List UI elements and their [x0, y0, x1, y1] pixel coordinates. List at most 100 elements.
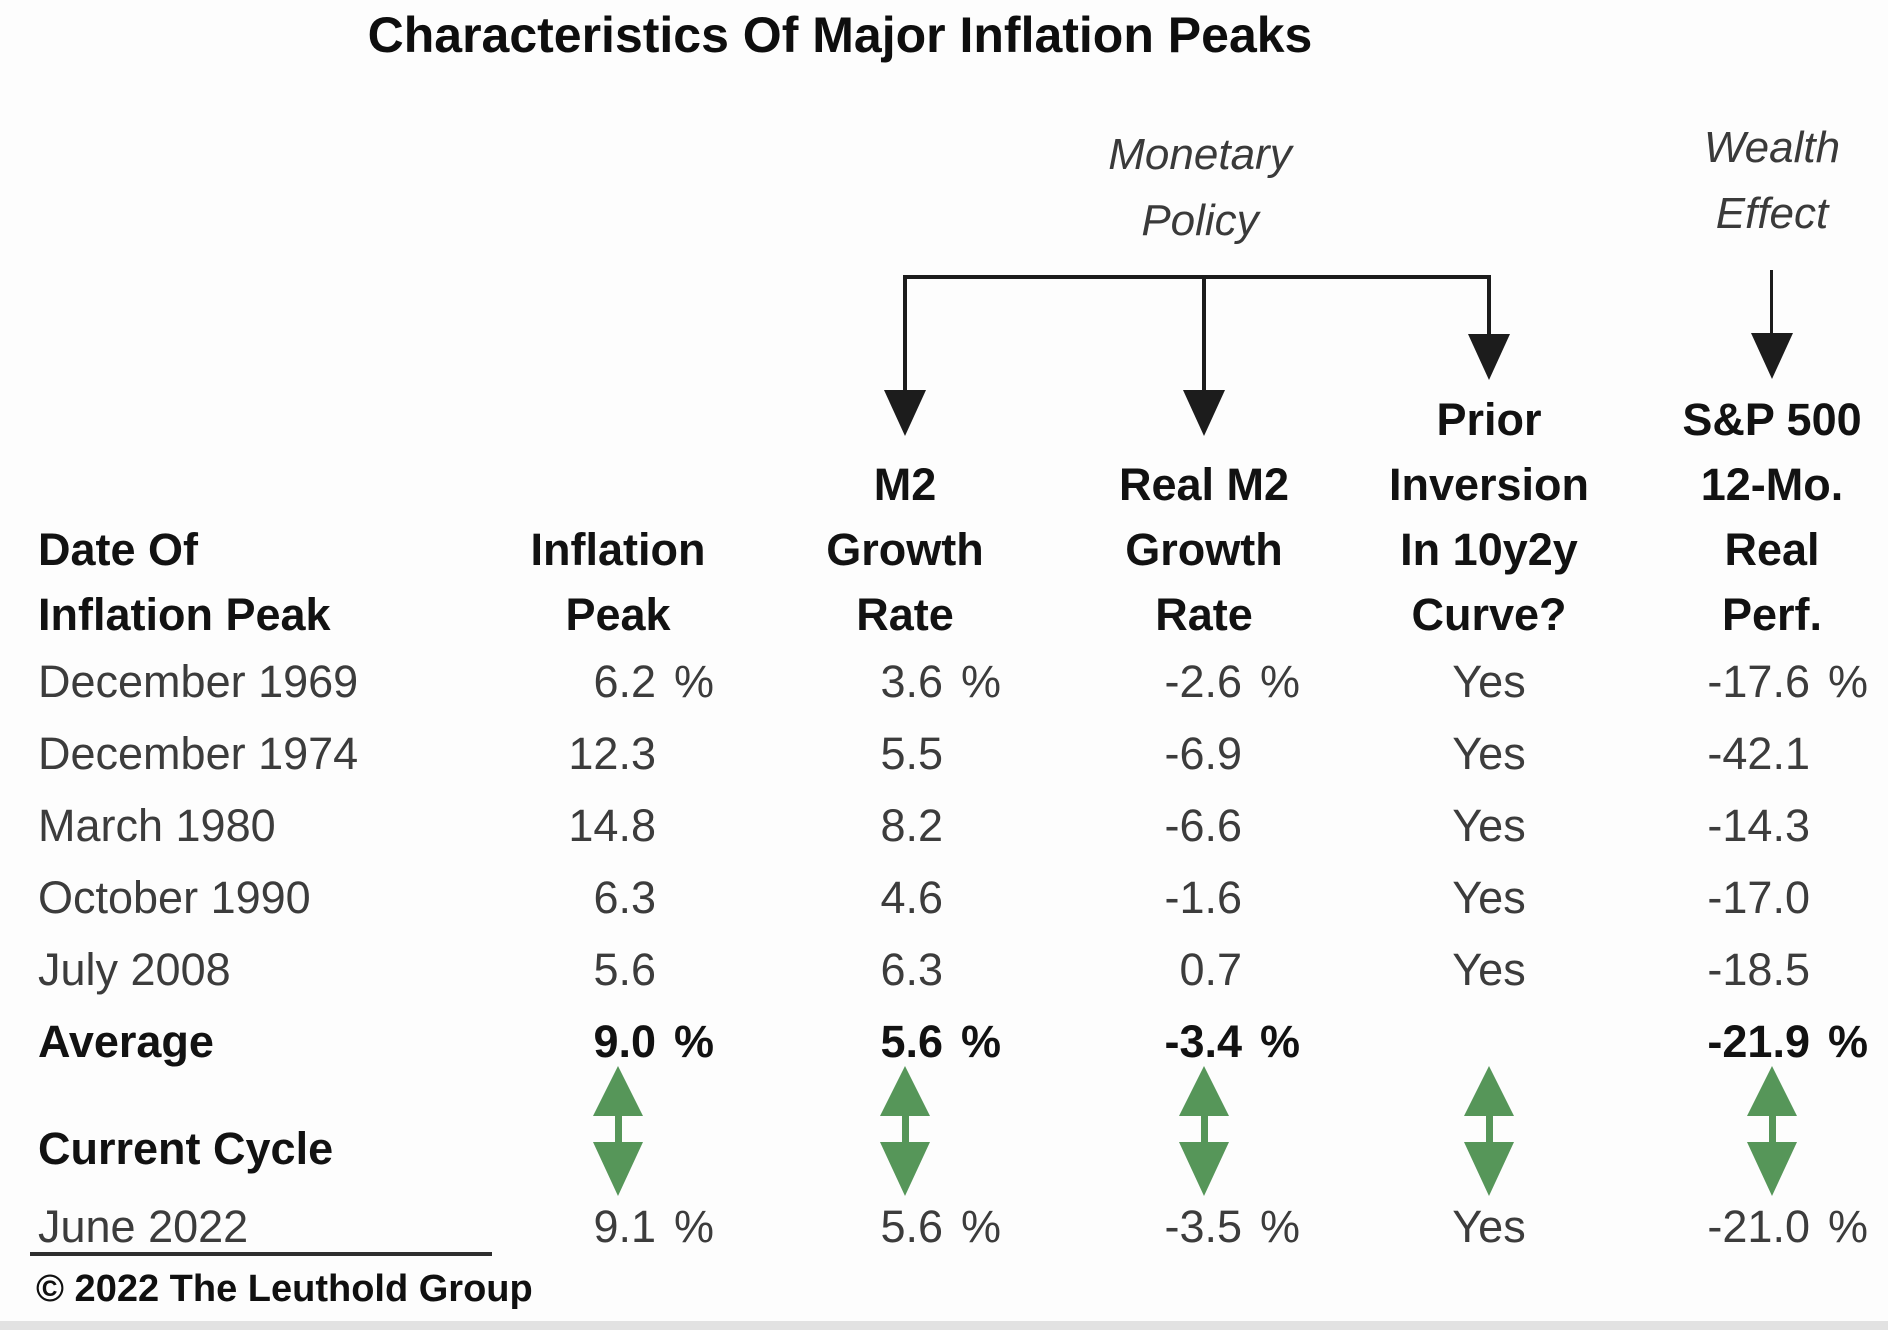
cell-m2-growth: 8.2 — [745, 802, 1005, 850]
bracket-drop-m2 — [903, 275, 907, 393]
cell-real-m2-growth: -6.6 — [1044, 802, 1304, 850]
cell-sp500-perf: -21.9% — [1612, 1018, 1872, 1066]
cell-percent: % — [1828, 656, 1869, 707]
june-underline — [30, 1252, 492, 1256]
cell-inflation-peak: 12.3 — [458, 730, 718, 778]
cell-percent — [1242, 874, 1304, 922]
cell-value: -14.3 — [1707, 800, 1810, 851]
cell-real-m2-growth: -3.5% — [1044, 1203, 1304, 1251]
up-down-arrow-icon — [1177, 1066, 1231, 1196]
header-line: Curve? — [1411, 589, 1567, 640]
header-line: Growth — [1125, 524, 1283, 575]
cell-value: 5.5 — [880, 728, 943, 779]
cell-prior-inversion: Yes — [1452, 1201, 1526, 1252]
cell-percent: % — [674, 1201, 715, 1252]
header-line: Real — [1724, 524, 1820, 575]
cell-value: -17.0 — [1707, 872, 1810, 923]
header-line: Inflation Peak — [38, 589, 331, 640]
cell-value: 3.6 — [880, 656, 943, 707]
cell-value: 0.7 — [1179, 944, 1242, 995]
cell-m2-growth: 5.6% — [745, 1018, 1005, 1066]
cell-inflation-peak: 9.1% — [458, 1203, 718, 1251]
cell-percent — [656, 946, 718, 994]
cell-value: 6.2 — [593, 656, 656, 707]
bracket-drop-real-m2 — [1202, 275, 1206, 393]
annotation-wealth-effect: Wealth Effect — [1622, 115, 1888, 247]
column-header-m2-growth: M2 Growth Rate — [745, 452, 1065, 647]
row-label: March 1980 — [38, 800, 276, 851]
cell-real-m2-growth: -3.4% — [1044, 1018, 1304, 1066]
page-title: Characteristics Of Major Inflation Peaks — [367, 7, 1313, 63]
cell-percent — [1810, 946, 1872, 994]
header-line: Real M2 — [1118, 459, 1290, 510]
cell-value: -42.1 — [1707, 728, 1810, 779]
cell-sp500-perf: -18.5 — [1612, 946, 1872, 994]
header-line: Peak — [565, 589, 671, 640]
up-down-arrow-icon — [591, 1066, 645, 1196]
up-down-arrow-icon — [1745, 1066, 1799, 1196]
cell-m2-growth: 5.5 — [745, 730, 1005, 778]
cell-value: 12.3 — [568, 728, 656, 779]
annotation-line: Wealth — [1703, 123, 1841, 172]
cell-percent: % — [961, 656, 1002, 707]
cell-sp500-perf: -14.3 — [1612, 802, 1872, 850]
cell-prior-inversion: Yes — [1452, 944, 1526, 995]
annotation-line: Policy — [1141, 196, 1259, 245]
cell-percent: % — [1828, 1016, 1869, 1067]
cell-prior-inversion: Yes — [1452, 728, 1526, 779]
row-label: October 1990 — [38, 872, 311, 923]
cell-value: 4.6 — [880, 872, 943, 923]
header-line: Inflation — [530, 524, 706, 575]
cell-percent: % — [1260, 1201, 1301, 1252]
cell-percent — [656, 874, 718, 922]
cell-sp500-perf: -17.6% — [1612, 658, 1872, 706]
annotation-line: Monetary — [1108, 130, 1292, 179]
cell-percent — [943, 730, 1005, 778]
header-line: Rate — [856, 589, 954, 640]
cell-percent: % — [1260, 656, 1301, 707]
cell-prior-inversion: Yes — [1452, 656, 1526, 707]
down-arrow-icon — [1468, 334, 1510, 380]
cell-real-m2-growth: -2.6% — [1044, 658, 1304, 706]
cell-value: 9.1 — [593, 1201, 656, 1252]
header-line: In 10y2y — [1400, 524, 1578, 575]
cell-value: -1.6 — [1164, 872, 1242, 923]
down-arrow-icon — [1183, 390, 1225, 436]
source-credit: © 2022 The Leuthold Group — [36, 1268, 533, 1310]
column-header-inflation-peak: Inflation Peak — [458, 517, 778, 647]
current-cycle-label: Current Cycle — [38, 1123, 334, 1174]
cell-real-m2-growth: 0.7 — [1044, 946, 1304, 994]
cell-prior-inversion: Yes — [1452, 800, 1526, 851]
cell-percent — [656, 730, 718, 778]
cell-percent — [943, 874, 1005, 922]
down-arrow-icon — [884, 390, 926, 436]
cell-value: 6.3 — [880, 944, 943, 995]
cell-prior-inversion: Yes — [1452, 872, 1526, 923]
cell-value: 8.2 — [880, 800, 943, 851]
up-down-arrow-icon — [878, 1066, 932, 1196]
cell-m2-growth: 6.3 — [745, 946, 1005, 994]
header-line: Prior — [1436, 394, 1542, 445]
header-line: Rate — [1155, 589, 1253, 640]
header-line: M2 — [873, 459, 937, 510]
column-header-sp500: S&P 500 12-Mo. Real Perf. — [1612, 387, 1888, 647]
cell-percent — [943, 802, 1005, 850]
cell-value: -18.5 — [1707, 944, 1810, 995]
bottom-edge-strip — [0, 1321, 1888, 1330]
cell-percent — [1242, 946, 1304, 994]
column-header-date: Date Of Inflation Peak — [38, 517, 518, 647]
cell-percent: % — [674, 1016, 715, 1067]
cell-percent — [656, 802, 718, 850]
cell-percent — [1242, 730, 1304, 778]
cell-sp500-perf: -21.0% — [1612, 1203, 1872, 1251]
cell-inflation-peak: 6.3 — [458, 874, 718, 922]
cell-m2-growth: 3.6% — [745, 658, 1005, 706]
cell-value: -6.6 — [1164, 800, 1242, 851]
cell-value: -21.0 — [1707, 1201, 1810, 1252]
cell-percent — [943, 946, 1005, 994]
cell-inflation-peak: 14.8 — [458, 802, 718, 850]
header-line: Perf. — [1721, 589, 1823, 640]
header-line: Inversion — [1388, 459, 1590, 510]
cell-value: -3.4 — [1164, 1016, 1242, 1067]
cell-percent: % — [1828, 1201, 1869, 1252]
